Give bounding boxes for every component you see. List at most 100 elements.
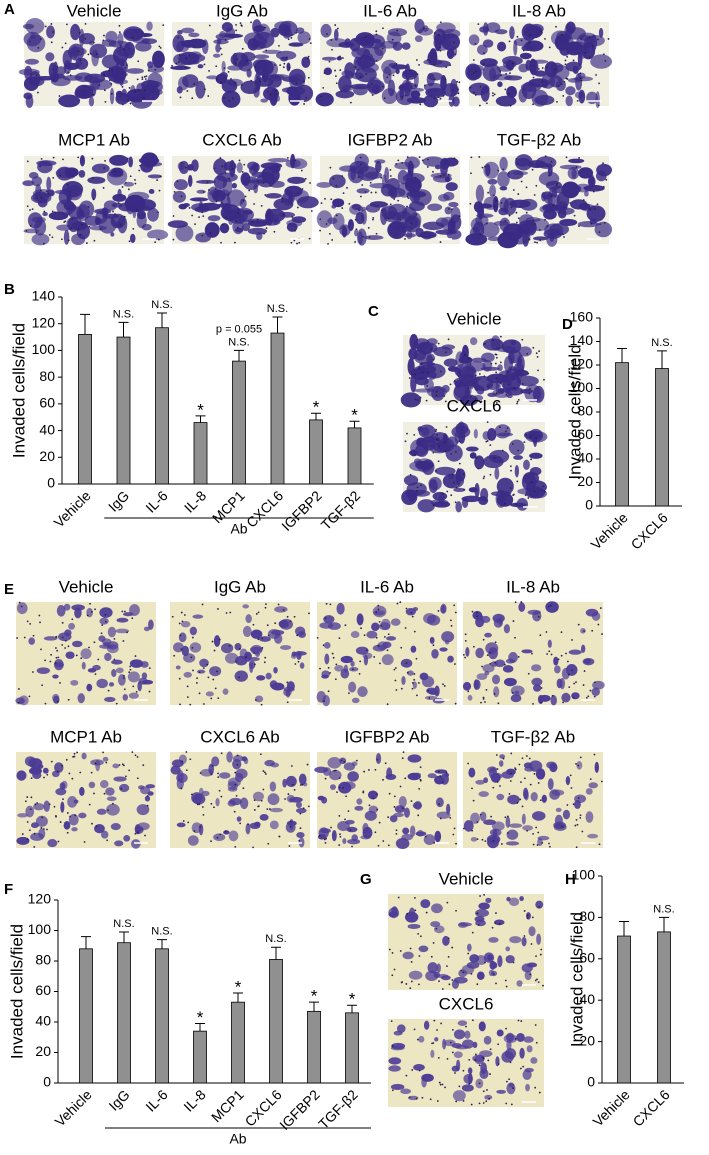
cell bbox=[550, 62, 564, 73]
x-tick-label: IgG bbox=[105, 1086, 132, 1113]
cell bbox=[426, 687, 437, 695]
pore bbox=[509, 465, 512, 468]
pore bbox=[444, 400, 447, 403]
pore bbox=[301, 783, 304, 786]
pore bbox=[55, 815, 57, 818]
pore bbox=[562, 233, 564, 236]
cell bbox=[487, 836, 499, 849]
pore bbox=[499, 361, 502, 364]
cell bbox=[350, 631, 360, 639]
cell bbox=[287, 86, 306, 96]
pore bbox=[94, 762, 97, 765]
cell bbox=[332, 212, 345, 230]
cell bbox=[556, 678, 563, 689]
pore bbox=[178, 54, 181, 56]
pore bbox=[580, 38, 583, 40]
cell bbox=[28, 76, 45, 87]
pore bbox=[220, 53, 223, 56]
pore bbox=[322, 644, 325, 647]
pore bbox=[238, 676, 241, 679]
pore bbox=[307, 805, 310, 808]
cell bbox=[534, 70, 547, 77]
cell bbox=[439, 34, 450, 39]
pore bbox=[141, 76, 144, 79]
cell bbox=[407, 358, 415, 376]
pore bbox=[508, 792, 511, 795]
pore bbox=[127, 99, 130, 102]
pore bbox=[401, 161, 404, 164]
cell bbox=[380, 618, 391, 631]
pore bbox=[148, 667, 151, 670]
pore bbox=[418, 787, 421, 790]
cell bbox=[531, 664, 542, 672]
pore bbox=[104, 159, 106, 162]
cell bbox=[68, 206, 84, 219]
y-tick-label: 120 bbox=[570, 356, 594, 372]
cell bbox=[355, 212, 365, 225]
pore bbox=[359, 75, 362, 78]
cell bbox=[178, 632, 187, 643]
pore bbox=[359, 163, 362, 166]
pore bbox=[132, 685, 135, 688]
pore bbox=[307, 57, 309, 60]
pore bbox=[121, 85, 124, 88]
cell bbox=[503, 355, 513, 373]
cell bbox=[215, 798, 220, 807]
pore bbox=[372, 218, 374, 221]
pore bbox=[496, 781, 499, 783]
pore bbox=[547, 605, 550, 608]
pore bbox=[199, 825, 202, 828]
cell bbox=[456, 368, 462, 378]
cell bbox=[273, 666, 278, 674]
pore bbox=[529, 783, 532, 786]
pore bbox=[296, 206, 299, 209]
pore bbox=[453, 41, 455, 44]
pore bbox=[95, 53, 98, 56]
cell bbox=[247, 227, 268, 235]
cell bbox=[182, 74, 199, 88]
pore bbox=[256, 218, 259, 221]
pore bbox=[374, 768, 377, 771]
pore bbox=[475, 457, 478, 459]
pore bbox=[410, 611, 413, 614]
pore bbox=[561, 825, 564, 828]
pore bbox=[524, 494, 527, 497]
pore bbox=[310, 210, 313, 212]
pore bbox=[299, 827, 302, 830]
pore bbox=[203, 63, 206, 66]
pore bbox=[526, 917, 529, 919]
cell bbox=[216, 203, 232, 208]
pore bbox=[439, 817, 442, 820]
pore bbox=[575, 166, 578, 168]
pore bbox=[508, 1078, 511, 1081]
pore bbox=[454, 611, 457, 614]
pore bbox=[128, 671, 131, 674]
pore bbox=[438, 445, 441, 448]
pore bbox=[592, 190, 595, 193]
pore bbox=[229, 611, 232, 614]
cell bbox=[423, 82, 443, 93]
cell bbox=[399, 82, 418, 90]
cell bbox=[126, 68, 144, 74]
pore bbox=[594, 681, 596, 684]
pore bbox=[134, 754, 137, 757]
pore bbox=[263, 232, 265, 235]
pore bbox=[590, 222, 593, 225]
pore bbox=[29, 808, 32, 811]
pore bbox=[186, 696, 189, 699]
pore bbox=[491, 339, 494, 342]
pore bbox=[375, 33, 378, 36]
pore bbox=[467, 690, 470, 693]
pore bbox=[566, 660, 569, 663]
pore bbox=[291, 765, 293, 767]
pore bbox=[26, 821, 29, 823]
pore bbox=[471, 829, 474, 832]
pore bbox=[599, 607, 602, 609]
pore bbox=[131, 751, 134, 754]
pore bbox=[218, 789, 221, 792]
pore bbox=[572, 803, 575, 806]
cell bbox=[63, 821, 71, 830]
pore bbox=[359, 195, 362, 198]
cell bbox=[487, 178, 498, 185]
pore bbox=[515, 503, 517, 506]
